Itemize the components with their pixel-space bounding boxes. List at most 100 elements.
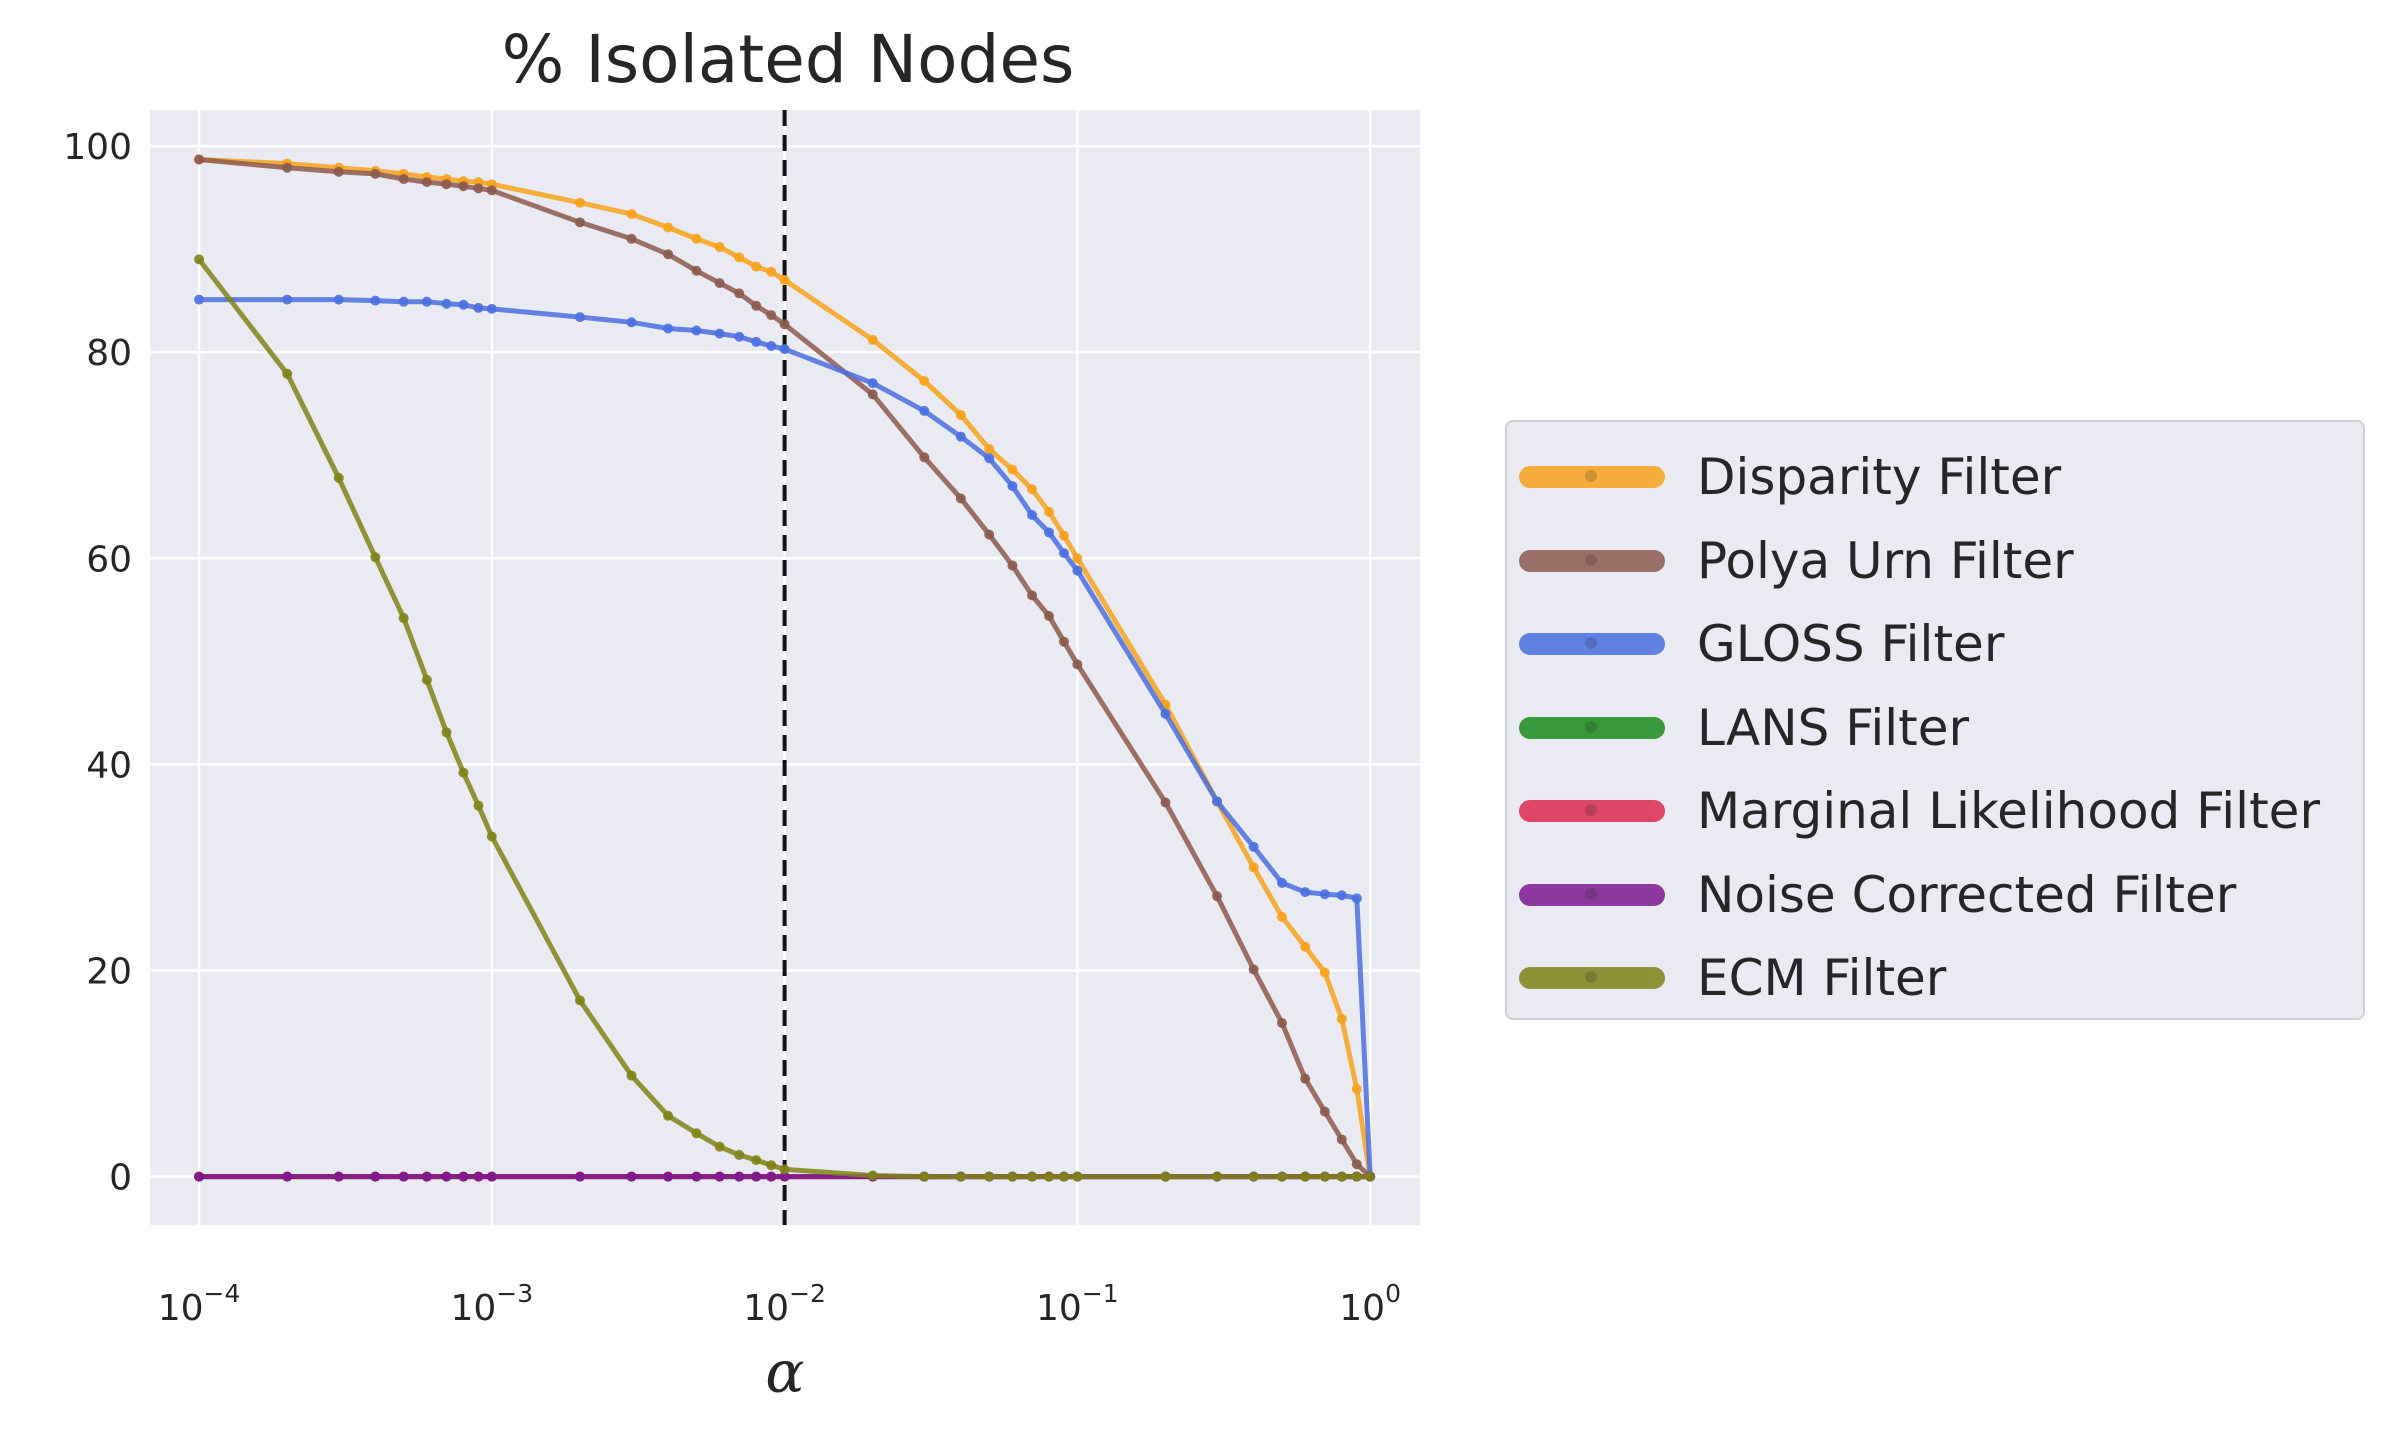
- data-point: [919, 376, 930, 387]
- data-point: [1319, 967, 1330, 978]
- legend-marker: [1585, 971, 1597, 983]
- series-ecm-filter: [194, 254, 1376, 1182]
- data-point: [486, 831, 497, 842]
- data-point: [194, 1171, 205, 1182]
- data-point: [984, 529, 995, 540]
- legend-swatch: [1519, 967, 1665, 989]
- data-point: [626, 317, 637, 328]
- data-point: [955, 410, 966, 421]
- data-point: [626, 1171, 637, 1182]
- data-point: [1351, 1171, 1362, 1182]
- data-point: [282, 294, 293, 305]
- data-point: [734, 288, 745, 299]
- data-point: [691, 1171, 702, 1182]
- data-point: [984, 1171, 995, 1182]
- data-point: [1300, 1171, 1311, 1182]
- data-point: [421, 674, 432, 685]
- data-point: [421, 296, 432, 307]
- data-point: [714, 242, 725, 253]
- series-polya-urn-filter: [194, 154, 1376, 1182]
- data-point: [421, 177, 432, 188]
- x-tick-label: 100: [1339, 1279, 1401, 1329]
- data-point: [714, 278, 725, 289]
- data-point: [1336, 890, 1347, 901]
- y-tick-label: 100: [63, 127, 132, 168]
- legend-item: Polya Urn Filter: [1507, 524, 2363, 594]
- data-point: [779, 344, 790, 355]
- data-point: [919, 452, 930, 463]
- data-point: [1365, 1171, 1376, 1182]
- data-point: [1072, 1171, 1083, 1182]
- legend-swatch: [1519, 800, 1665, 822]
- legend-swatch: [1519, 633, 1665, 655]
- data-point: [691, 233, 702, 244]
- data-point: [333, 472, 344, 483]
- data-point: [370, 295, 381, 306]
- data-point: [1007, 464, 1018, 475]
- data-point: [473, 800, 484, 811]
- data-point: [663, 249, 674, 260]
- data-point: [194, 294, 205, 305]
- data-point: [766, 340, 777, 351]
- data-point: [1300, 1073, 1311, 1084]
- legend-marker: [1585, 637, 1597, 649]
- legend-marker: [1585, 720, 1597, 733]
- data-point: [984, 444, 995, 455]
- tick-labels: 0 20 40 60 80 100 10−4 10−3 10−2 10−1 100: [63, 127, 1401, 1329]
- data-point: [1058, 1171, 1069, 1182]
- y-tick-label: 80: [86, 333, 132, 374]
- data-point: [1336, 1171, 1347, 1182]
- data-point: [1277, 1171, 1288, 1182]
- x-tick-label: 10−2: [743, 1279, 826, 1329]
- data-point: [1058, 530, 1069, 541]
- data-point: [1277, 877, 1288, 888]
- data-point: [691, 325, 702, 336]
- legend-marker: [1585, 887, 1597, 900]
- data-point: [458, 299, 469, 310]
- x-tick-label: 10−1: [1036, 1279, 1119, 1329]
- data-point: [1007, 560, 1018, 571]
- legend-item: Marginal Likelihood Filter: [1507, 774, 2363, 844]
- data-point: [691, 1128, 702, 1139]
- data-point: [1319, 1106, 1330, 1117]
- data-point: [473, 302, 484, 313]
- data-point: [663, 1171, 674, 1182]
- legend-label: GLOSS Filter: [1697, 615, 2005, 673]
- data-point: [1351, 1159, 1362, 1170]
- series-layer: [194, 154, 1376, 1182]
- legend-marker: [1585, 553, 1597, 566]
- data-point: [867, 334, 878, 345]
- data-point: [766, 1160, 777, 1171]
- data-point: [574, 197, 585, 208]
- data-point: [955, 431, 966, 442]
- legend-label: Marginal Likelihood Filter: [1697, 782, 2320, 840]
- y-tick-label: 0: [109, 1158, 132, 1199]
- legend-marker: [1585, 804, 1597, 816]
- data-point: [751, 261, 762, 272]
- y-tick-label: 60: [86, 539, 132, 580]
- data-point: [398, 1171, 409, 1182]
- data-point: [919, 405, 930, 416]
- legend-label: ECM Filter: [1697, 949, 1947, 1007]
- data-point: [370, 168, 381, 179]
- data-point: [779, 1171, 790, 1182]
- data-point: [955, 493, 966, 504]
- data-point: [1007, 481, 1018, 492]
- data-point: [1248, 841, 1259, 852]
- data-point: [458, 181, 469, 192]
- data-point: [574, 1171, 585, 1182]
- data-point: [779, 319, 790, 330]
- data-point: [1043, 527, 1054, 538]
- data-point: [1212, 1171, 1223, 1182]
- data-point: [1277, 1018, 1288, 1029]
- data-point: [441, 179, 452, 190]
- data-point: [398, 613, 409, 624]
- data-point: [1351, 893, 1362, 904]
- legend-swatch: [1519, 549, 1665, 572]
- data-point: [486, 185, 497, 196]
- data-point: [1058, 636, 1069, 647]
- data-point: [734, 1149, 745, 1160]
- data-point: [691, 265, 702, 276]
- data-point: [766, 1171, 777, 1182]
- legend-label: Noise Corrected Filter: [1697, 865, 2237, 924]
